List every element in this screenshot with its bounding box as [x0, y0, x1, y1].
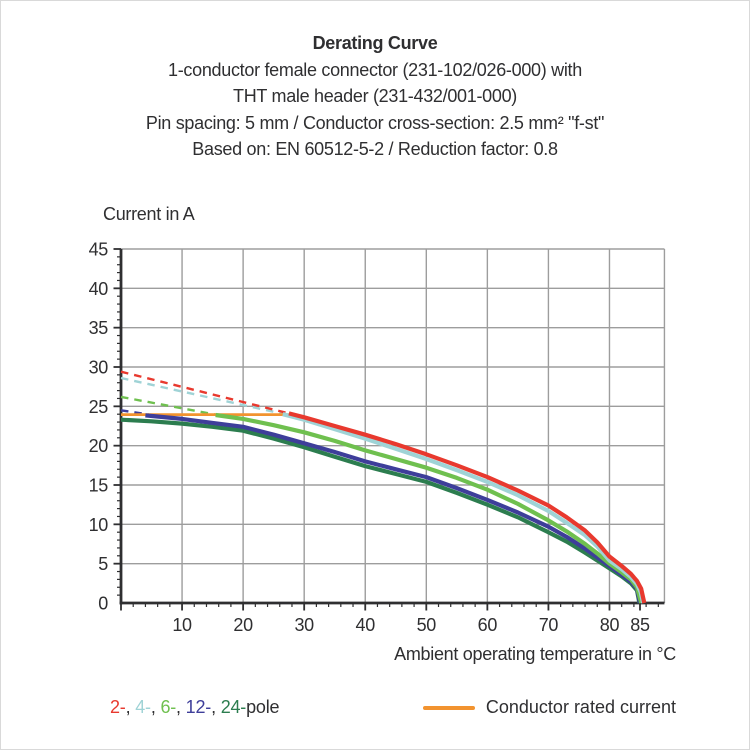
4-pole-above-rated-current-curve: [120, 376, 284, 415]
legend-pole-counts: 2-, 4-, 6-, 12-, 24-pole: [110, 697, 280, 718]
x-tick-label: 80: [600, 615, 620, 635]
6-pole-above-rated-current-curve: [120, 395, 216, 416]
title-block: Derating Curve 1-conductor female connec…: [0, 30, 750, 163]
legend-pole-label: pole: [246, 697, 280, 717]
legend-pole-label: 2-: [110, 697, 126, 717]
legend-pole-label: ,: [176, 697, 186, 717]
derating-chart: 10 20 30 40 50 60 70 80 85 0 5 10 15 20 25 30 35 40 45: [89, 239, 666, 635]
x-tick-label: 30: [294, 615, 314, 635]
chart-title: Derating Curve: [312, 33, 438, 53]
2-pole-curve: [288, 411, 647, 604]
y-tick-label: 35: [89, 318, 109, 338]
legend-pole-label: 12-: [185, 697, 212, 717]
y-tick-label: 0: [98, 594, 108, 614]
legend-pole-label: 6-: [160, 697, 177, 717]
y-tick-label: 5: [98, 554, 108, 574]
x-tick-label: 40: [356, 615, 376, 635]
y-tick-label: 10: [89, 515, 109, 535]
x-tick-label: 10: [172, 615, 192, 635]
legend-pole-label: ,: [150, 697, 161, 717]
legend-rated-current: Conductor rated current: [422, 697, 676, 718]
24-pole-curve: [120, 417, 642, 604]
y-tick-label: 45: [89, 239, 109, 259]
y-tick-label: 20: [89, 436, 109, 456]
x-tick-label: 60: [478, 615, 498, 635]
y-tick-label: 15: [89, 475, 109, 495]
x-tick-label: 50: [417, 615, 437, 635]
legend-row: 2-, 4-, 6-, 12-, 24-pole Conductor rated…: [0, 697, 750, 723]
x-tick-label: 20: [233, 615, 253, 635]
y-axis-title: Current in A: [103, 204, 195, 224]
chart-subtitle-connector: 1-conductor female connector (231-102/02…: [168, 59, 582, 80]
y-tick-label: 40: [89, 279, 109, 299]
x-axis-title: Ambient operating temperature in °C: [394, 644, 676, 664]
2-pole-above-rated-current-curve: [120, 370, 290, 415]
legend-pole-label: ,: [211, 697, 221, 717]
legend-pole-label: 24-: [220, 697, 247, 717]
12-pole-above-rated-current-curve: [120, 409, 152, 417]
chart-subtitle-standard: Based on: EN 60512-5-2 / Reduction facto…: [192, 139, 558, 159]
x-tick-label: 70: [539, 615, 559, 635]
y-tick-label: 30: [89, 357, 109, 377]
y-tick-label: 25: [89, 397, 109, 417]
rated-current-line-swatch: [422, 705, 475, 710]
chart-subtitle-spec: Pin spacing: 5 mm / Conductor cross-sect…: [145, 112, 605, 133]
rated-current-label: Conductor rated current: [485, 697, 676, 717]
chart-subtitle-header: THT male header (231-432/001-000): [233, 86, 517, 106]
legend-pole-label: 4-: [135, 697, 151, 717]
x-tick-label: 85: [630, 615, 650, 635]
6-pole-curve: [215, 412, 644, 604]
legend-pole-label: ,: [125, 697, 136, 717]
